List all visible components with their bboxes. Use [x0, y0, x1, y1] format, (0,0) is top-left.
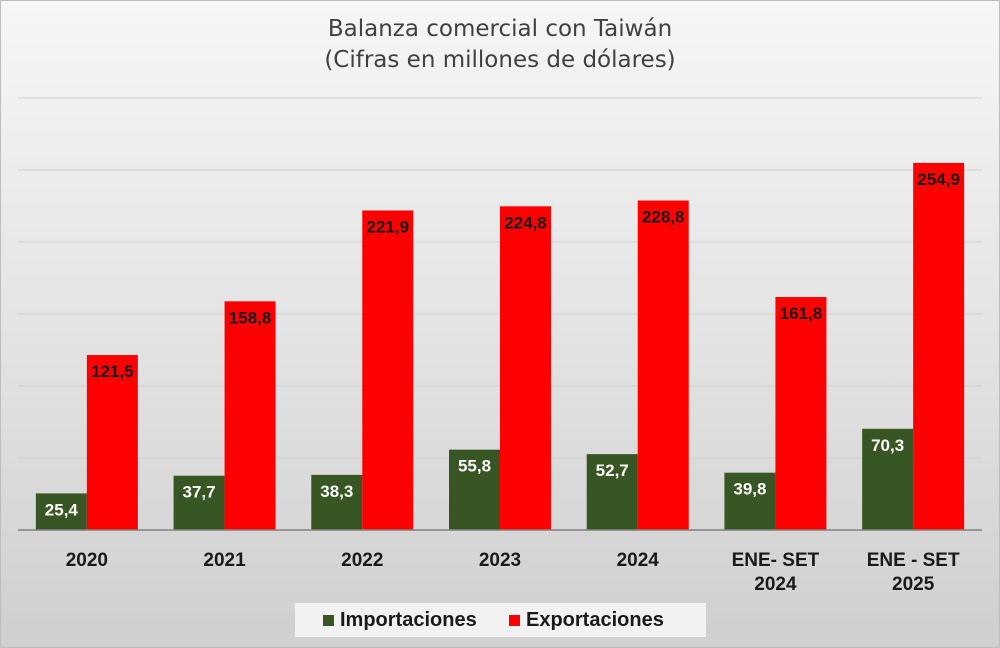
data-labels: 25,4 121,5 37,7 158,8 38,3 221,9 55,8 224,8 52,7… — [45, 170, 960, 519]
x-tick-labels: 2020 2021 2022 2023 2024 ENE- SET 2024 ENE - SE… — [66, 550, 960, 595]
bar-importaciones — [311, 474, 363, 530]
x-tick-label: 2024 — [617, 550, 660, 571]
x-tick-label: 2023 — [479, 550, 521, 571]
data-label: 228,8 — [642, 208, 685, 227]
data-label: 25,4 — [45, 500, 79, 519]
legend-swatch-importaciones — [323, 614, 334, 626]
data-label: 254,9 — [917, 170, 960, 189]
bar-exportaciones — [224, 301, 276, 530]
bar-exportaciones — [500, 206, 551, 530]
bar-importaciones — [862, 428, 914, 530]
chart-title-line: Balanza comercial con Taiwán — [327, 16, 673, 42]
x-tick-label: 2024 — [754, 574, 797, 595]
data-label: 37,7 — [183, 483, 216, 502]
data-label: 161,8 — [780, 304, 823, 323]
legend-label-exportaciones: Exportaciones — [526, 608, 664, 631]
x-tick-label: ENE- SET — [732, 550, 820, 571]
data-label: 38,3 — [320, 482, 353, 501]
x-tick-label: 2020 — [66, 550, 108, 571]
bar-exportaciones — [362, 210, 414, 531]
legend-swatch-exportaciones — [509, 614, 520, 626]
bar-exportaciones — [637, 200, 689, 530]
x-tick-label: 2021 — [203, 550, 246, 571]
bar-importaciones — [586, 454, 638, 530]
bar-importaciones — [35, 493, 87, 530]
data-label: 55,8 — [458, 457, 491, 476]
bar-importaciones — [724, 472, 776, 530]
legend-label-importaciones: Importaciones — [340, 608, 477, 631]
data-label: 121,5 — [91, 362, 134, 381]
data-label: 221,9 — [367, 217, 410, 236]
data-label: 39,8 — [733, 480, 766, 499]
legend: Importaciones Exportaciones — [295, 603, 706, 637]
x-tick-label: ENE - SET — [867, 550, 960, 571]
x-tick-label: 2025 — [892, 574, 935, 595]
data-label: 158,8 — [229, 308, 272, 327]
data-label: 224,8 — [504, 213, 547, 232]
bar-exportaciones — [86, 355, 138, 530]
bar-importaciones — [449, 449, 500, 530]
data-label: 70,3 — [871, 436, 904, 455]
chart-title: Balanza comercial con Taiwán (Cifras en … — [0, 14, 1000, 76]
data-label: 52,7 — [596, 461, 629, 480]
legend-item-importaciones: Importaciones — [323, 603, 477, 637]
chart-subtitle-line: (Cifras en millones de dólares) — [324, 47, 676, 73]
bar-importaciones — [173, 475, 225, 530]
bars — [35, 162, 965, 531]
bar-exportaciones — [913, 162, 965, 530]
x-tick-label: 2022 — [341, 550, 383, 571]
bar-exportaciones — [775, 297, 827, 530]
legend-item-exportaciones: Exportaciones — [509, 603, 664, 637]
